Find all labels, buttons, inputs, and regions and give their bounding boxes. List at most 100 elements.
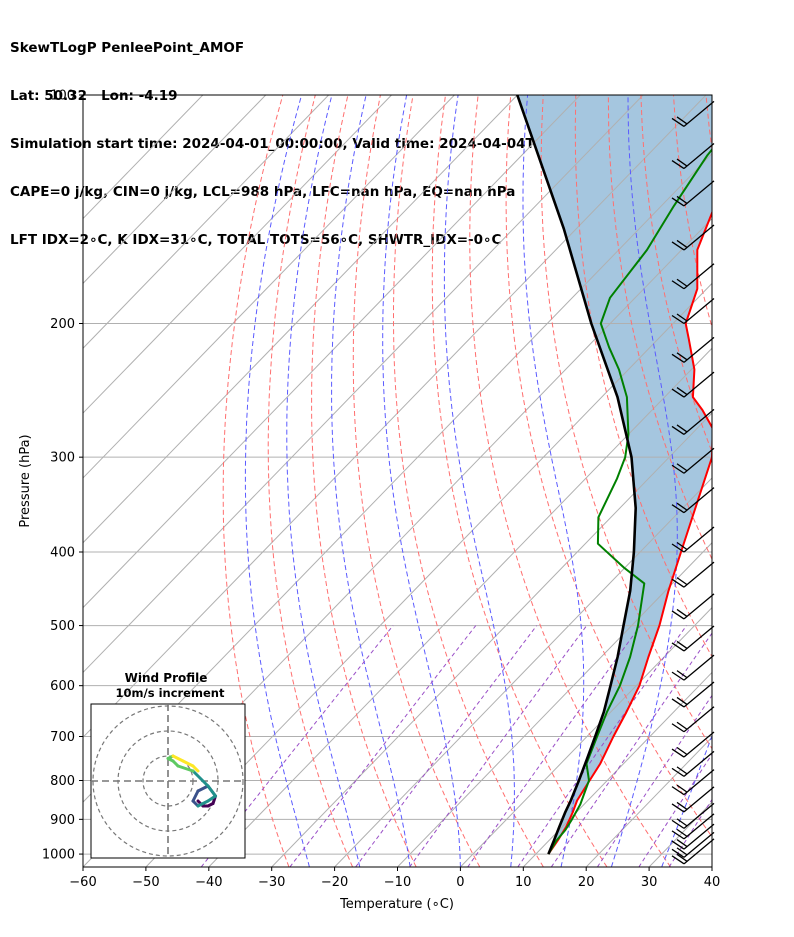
barb-flag [676,313,688,322]
barb-shaft [683,681,715,708]
wind-barb [671,100,715,127]
hodograph-title: Wind Profile [125,671,208,685]
barb-flag [671,353,685,363]
barb-flag [676,696,688,705]
y-tick-label: 500 [50,619,75,634]
dry-adiabat [705,95,712,154]
barb-shaft [683,487,715,514]
isotherm-line [83,95,644,674]
y-tick-label: 700 [50,730,75,745]
dry-adiabat [574,95,712,658]
x-tick-label: −60 [69,875,96,890]
y-tick-label: 200 [50,317,75,332]
cape-shading [517,95,712,855]
barb-flag [676,577,688,586]
isotherm-line [83,95,392,414]
hodograph-segment [181,759,195,768]
barb-shaft [683,224,715,251]
wind-barb [671,681,715,708]
dewpoint-line [547,147,712,855]
moist-adiabat [244,95,310,867]
dry-adiabat [311,95,417,867]
wind-barb [671,731,715,758]
barb-flag [676,847,688,856]
barb-flag [676,352,688,361]
isotherm-line [460,606,712,867]
barb-shaft [683,180,715,207]
barb-flag [671,241,685,251]
barb-shaft [683,143,715,170]
wind-barb [671,813,715,840]
barb-flag [671,117,685,127]
wind-barb [671,706,715,733]
barb-shaft [683,408,715,435]
barb-flag [676,541,688,551]
barb-shaft [683,813,715,840]
wind-barb [671,263,715,290]
barb-flag [671,748,685,758]
barb-flag [671,280,685,290]
dry-adiabat [505,95,712,838]
temperature-line [547,210,712,855]
wind-barb [671,371,715,398]
barb-flag [671,803,685,813]
barb-flag [676,853,688,862]
profiles [516,95,712,855]
barb-shaft [683,838,715,865]
moist-adiabat [443,95,515,867]
barb-shaft [683,447,715,474]
barb-shaft [683,336,715,363]
barb-flag [676,721,688,730]
barb-flag [671,504,685,514]
wind-barb [671,487,715,514]
barb-flag [676,608,688,617]
location-line: Lat: 50.32 Lon: -4.19 [10,88,178,104]
x-tick-label: 40 [704,875,721,890]
barb-shaft [683,526,715,553]
isotherm-line [271,412,712,867]
hodograph-segment [206,784,217,798]
isotherm-line [145,282,712,867]
wind-barbs [671,100,715,865]
mixing-ratio-line [409,625,588,867]
barb-shaft [683,561,715,588]
hodograph-segment [191,764,200,773]
dry-adiabat [607,95,712,561]
dry-adiabat [393,95,544,867]
x-tick-label: 20 [578,875,595,890]
barb-flag [676,502,688,511]
isotherm-line [83,95,581,609]
mixing-ratio-line [596,694,712,867]
dry-adiabat [771,95,794,867]
barb-flag [676,766,688,775]
dry-adiabat [540,95,712,750]
dry-adiabat [739,95,794,867]
barb-flag [671,786,685,796]
hodograph-segment [171,754,185,763]
barb-flag [676,801,688,810]
y-tick-label: 800 [50,774,75,789]
wind-barb [671,447,715,474]
barb-flag [671,767,685,777]
barb-flag [671,848,685,858]
barb-shaft [683,298,715,325]
hodograph-segment [196,799,210,808]
isotherm-line [83,95,267,285]
wind-barb [671,802,715,829]
barb-shaft [683,769,715,796]
x-tick-label: −20 [321,875,348,890]
barb-flag [676,746,688,756]
barb-flag [671,197,685,207]
wind-barb [671,786,715,813]
moist-adiabat [286,95,361,867]
barb-flag [676,387,688,396]
x-tick-label: −40 [195,875,222,890]
wind-barb [671,823,715,850]
y-tick-label: 400 [50,546,75,561]
hodograph-subtitle: 10m/s increment [116,686,225,700]
barb-flag [671,698,685,708]
dry-adiabat [469,95,672,867]
wind-barb [671,408,715,435]
barb-shaft [683,706,715,733]
